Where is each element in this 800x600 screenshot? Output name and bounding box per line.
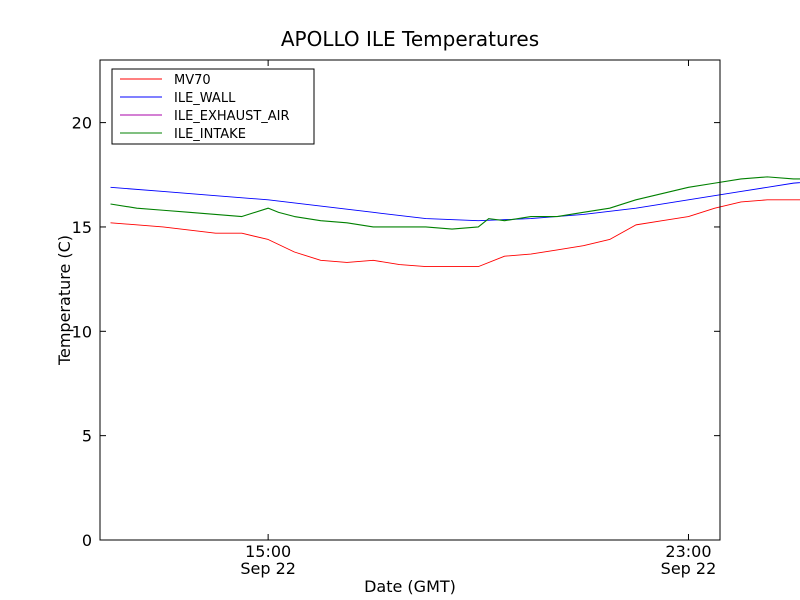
x-axis-title: Date (GMT) (364, 577, 456, 596)
y-tick-label: 15 (72, 218, 92, 237)
legend-label-ile-intake: ILE_INTAKE (174, 127, 246, 142)
y-tick-label: 0 (82, 531, 92, 550)
x-tick-label-time: 15:00 (245, 542, 291, 561)
chart-title: APOLLO ILE Temperatures (281, 27, 539, 51)
y-tick-label: 5 (82, 427, 92, 446)
plot-frame (99, 59, 721, 541)
series-line-mv70 (110, 199, 800, 268)
y-tick-label: 10 (72, 322, 92, 341)
legend-label-ile-exhaust-air: ILE_EXHAUST_AIR (174, 109, 290, 124)
series-line-ile-wall (110, 182, 800, 222)
series-layer (110, 176, 800, 268)
legend: MV70 ILE_WALL ILE_EXHAUST_AIR ILE_INTAKE (111, 68, 315, 145)
legend-label-ile-wall: ILE_WALL (174, 91, 236, 106)
x-tick-label-date: Sep 22 (240, 559, 296, 578)
legend-box (111, 68, 315, 145)
legend-label-mv70: MV70 (174, 73, 211, 88)
y-axis-title: Temperature (C) (55, 235, 74, 366)
x-tick-label-time: 23:00 (665, 542, 711, 561)
y-tick-label: 20 (72, 114, 92, 133)
x-tick-label-date: Sep 22 (661, 559, 717, 578)
series-line-ile-intake (110, 176, 800, 230)
